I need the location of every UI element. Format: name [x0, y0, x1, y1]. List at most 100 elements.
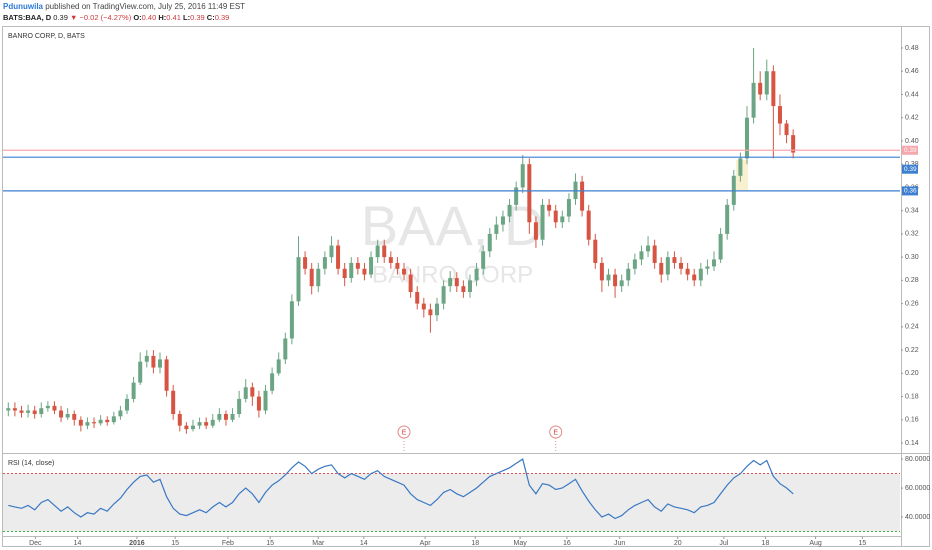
candle-body — [230, 414, 235, 420]
y-tick-label: 0.16 — [905, 417, 919, 424]
x-tick-label: 18 — [471, 540, 479, 547]
x-tick-label: 20 — [674, 540, 682, 547]
candle-body — [771, 71, 776, 107]
candle-body — [540, 204, 545, 240]
candle-body — [349, 262, 354, 279]
price-label: 0.39 — [904, 147, 917, 154]
candle-body — [59, 410, 64, 418]
candle-body — [441, 286, 446, 304]
candle-body — [217, 414, 222, 420]
symbol: BATS:BAA, D — [3, 13, 52, 22]
event-marker — [549, 425, 563, 439]
event-label: E — [402, 429, 407, 436]
candle-body — [408, 274, 413, 292]
x-tick-label: Jul — [719, 540, 728, 547]
candle-body — [78, 419, 83, 426]
candle-body — [382, 245, 387, 258]
event-marker — [397, 425, 411, 439]
x-tick-label: Mar — [312, 540, 325, 547]
y-tick-label: 0.44 — [905, 91, 919, 98]
candle-body — [362, 268, 367, 275]
candle-body — [6, 408, 11, 411]
candle-body — [784, 123, 789, 136]
candle-body — [289, 301, 294, 339]
candle-body — [461, 286, 466, 292]
candle-body — [184, 425, 189, 430]
pane-title: BANRO CORP, D, BATS — [8, 33, 85, 40]
ohlc-label: O: — [133, 13, 141, 22]
candle-body — [92, 422, 97, 424]
y-tick-label: 0.32 — [905, 231, 919, 238]
candle-body — [223, 414, 228, 420]
y-tick-label: 0.42 — [905, 115, 919, 122]
candle-body — [309, 268, 314, 287]
candle-body — [32, 410, 37, 415]
candle-body — [606, 274, 611, 281]
x-tick-label: 15 — [859, 540, 867, 547]
change: ▼ −0.02 (−4.27%) — [70, 13, 132, 22]
candle-body — [270, 373, 275, 391]
candle-body — [177, 414, 182, 426]
candle-body — [580, 181, 585, 211]
candle-body — [639, 251, 644, 260]
ohlc-label: L: — [183, 13, 190, 22]
candle-body — [157, 359, 162, 368]
candle-body — [744, 117, 749, 159]
y-tick-label: 0.28 — [905, 277, 919, 284]
y-tick-label: 0.48 — [905, 45, 919, 52]
rsi-band — [3, 473, 900, 532]
candle-body — [65, 414, 70, 418]
candle-body — [171, 390, 176, 415]
candle-body — [487, 233, 492, 252]
x-tick-label: Jun — [614, 540, 625, 547]
candle-body — [712, 259, 717, 267]
y-tick-label: 0.46 — [905, 68, 919, 75]
candle-body — [613, 274, 618, 287]
candle-body — [39, 408, 44, 415]
ohlc-value: 0.39 — [215, 13, 230, 22]
price-label-box — [902, 145, 918, 155]
candle-body — [586, 210, 591, 240]
candle-body — [303, 257, 308, 269]
y-tick-label: 0.34 — [905, 208, 919, 215]
chart-frame — [2, 26, 930, 547]
y-tick-label: 0.24 — [905, 324, 919, 331]
candle-body — [514, 187, 519, 205]
candle-body — [375, 245, 380, 258]
candle-body — [144, 355, 149, 362]
ohlc-label: H: — [158, 13, 166, 22]
candle-body — [342, 268, 347, 279]
candle-body — [276, 359, 281, 374]
x-tick-label: Aug — [809, 540, 822, 547]
candle-body — [560, 216, 565, 223]
candle-body — [692, 274, 697, 281]
y-tick-label: 80.0000 — [905, 456, 930, 463]
candle-body — [395, 262, 400, 269]
y-tick-label: 0.30 — [905, 254, 919, 261]
candle-body — [698, 268, 703, 281]
price-label-box — [902, 186, 918, 196]
price-label: 0.36 — [904, 188, 917, 195]
candle-body — [500, 216, 505, 225]
candle-body — [777, 106, 782, 124]
price-label-box — [902, 164, 918, 174]
candle-body — [421, 303, 426, 310]
x-tick-label: 14 — [360, 540, 368, 547]
x-tick-label: Apr — [420, 540, 432, 547]
candle-body — [388, 257, 393, 263]
x-tick-label: 16 — [563, 540, 571, 547]
candle-body — [151, 355, 156, 368]
author[interactable]: Pdunuwila — [3, 2, 44, 11]
y-tick-label: 0.18 — [905, 393, 919, 400]
candle-body — [415, 291, 420, 304]
y-tick-label: 0.14 — [905, 440, 919, 447]
candle-body — [685, 268, 690, 275]
candle-body — [336, 245, 341, 269]
x-tick-label: 2016 — [129, 540, 145, 547]
candle-body — [19, 410, 24, 413]
candle-body — [85, 422, 90, 426]
y-tick-label: 0.40 — [905, 138, 919, 145]
y-tick-label: 0.22 — [905, 347, 919, 354]
candle-body — [705, 266, 710, 269]
candle-body — [467, 280, 472, 292]
